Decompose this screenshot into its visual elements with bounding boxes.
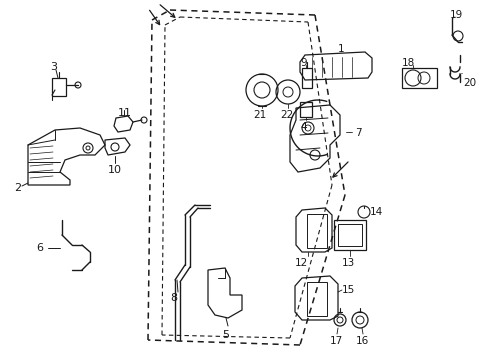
Bar [299,102,311,117]
Bar [302,68,311,88]
Text: 4: 4 [299,122,306,132]
Text: 2: 2 [14,183,21,193]
Bar [337,224,361,246]
Text: 18: 18 [401,58,414,68]
Text: 10: 10 [108,165,122,175]
Bar [306,214,326,248]
Text: 20: 20 [462,78,475,88]
Text: 8: 8 [170,293,177,303]
Bar [333,220,365,250]
Text: 3: 3 [50,62,57,72]
Text: 14: 14 [369,207,383,217]
Text: 19: 19 [449,10,462,20]
Text: 21: 21 [252,110,265,120]
Text: 13: 13 [341,258,354,268]
Bar [52,78,66,96]
Text: 12: 12 [294,258,307,268]
Text: 7: 7 [354,128,361,138]
Bar [306,282,326,316]
Bar [401,68,436,88]
Text: 5: 5 [222,330,228,340]
Text: 9: 9 [299,58,306,68]
Text: 11: 11 [118,108,132,118]
Text: 1: 1 [337,44,344,54]
Text: 6: 6 [36,243,43,253]
Text: 22: 22 [280,110,293,120]
Text: 17: 17 [329,336,343,346]
Text: 15: 15 [341,285,354,295]
Text: 16: 16 [355,336,368,346]
